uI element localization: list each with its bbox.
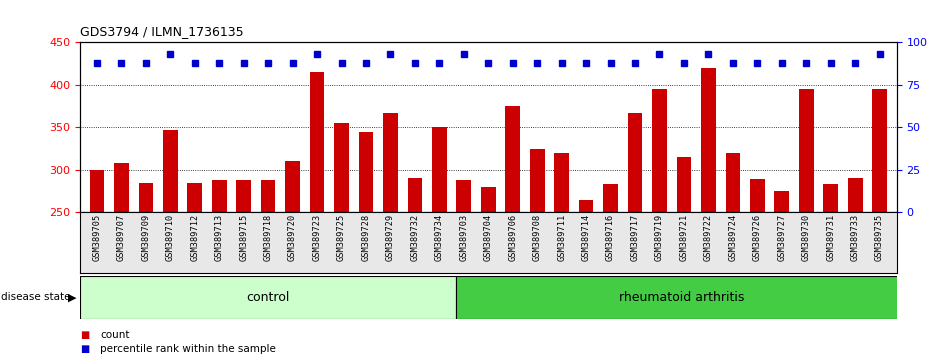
Text: GSM389735: GSM389735 bbox=[875, 214, 885, 262]
Text: GSM389713: GSM389713 bbox=[215, 214, 223, 262]
Text: GSM389728: GSM389728 bbox=[362, 214, 371, 262]
Text: GSM389709: GSM389709 bbox=[142, 214, 150, 262]
Bar bbox=[114, 163, 129, 354]
Bar bbox=[481, 187, 496, 354]
Text: percentile rank within the sample: percentile rank within the sample bbox=[100, 344, 276, 354]
Text: GSM389733: GSM389733 bbox=[851, 214, 860, 262]
Bar bbox=[554, 153, 569, 354]
Bar bbox=[750, 179, 764, 354]
Bar bbox=[848, 178, 863, 354]
Text: GSM389704: GSM389704 bbox=[484, 214, 493, 262]
Text: ■: ■ bbox=[80, 344, 89, 354]
Bar bbox=[775, 191, 789, 354]
Text: ▶: ▶ bbox=[68, 292, 76, 302]
Text: GSM389732: GSM389732 bbox=[410, 214, 420, 262]
Text: GSM389719: GSM389719 bbox=[655, 214, 664, 262]
Bar bbox=[627, 113, 642, 354]
Text: GSM389720: GSM389720 bbox=[288, 214, 297, 262]
Text: GSM389727: GSM389727 bbox=[777, 214, 786, 262]
Text: GSM389731: GSM389731 bbox=[826, 214, 835, 262]
Text: ■: ■ bbox=[80, 330, 89, 339]
Bar bbox=[285, 161, 300, 354]
Bar bbox=[139, 183, 153, 354]
Bar bbox=[603, 184, 618, 354]
Bar bbox=[653, 89, 667, 354]
Text: GSM389725: GSM389725 bbox=[337, 214, 346, 262]
Bar bbox=[383, 113, 398, 354]
Bar bbox=[261, 180, 275, 354]
Bar bbox=[530, 149, 545, 354]
Text: GSM389730: GSM389730 bbox=[802, 214, 810, 262]
Text: rheumatoid arthritis: rheumatoid arthritis bbox=[619, 291, 745, 304]
Bar bbox=[456, 180, 471, 354]
Text: count: count bbox=[100, 330, 130, 339]
Text: GSM389706: GSM389706 bbox=[508, 214, 517, 262]
Text: GSM389718: GSM389718 bbox=[264, 214, 272, 262]
Bar bbox=[799, 89, 813, 354]
Text: GSM389734: GSM389734 bbox=[435, 214, 444, 262]
Text: GSM389707: GSM389707 bbox=[116, 214, 126, 262]
Bar bbox=[578, 200, 593, 354]
Bar bbox=[359, 132, 374, 354]
Bar bbox=[701, 68, 716, 354]
Text: GSM389716: GSM389716 bbox=[606, 214, 615, 262]
Text: GSM389726: GSM389726 bbox=[753, 214, 762, 262]
Text: GSM389711: GSM389711 bbox=[557, 214, 566, 262]
Bar bbox=[824, 183, 838, 354]
Bar bbox=[505, 106, 520, 354]
Bar bbox=[212, 180, 226, 354]
Text: GSM389714: GSM389714 bbox=[581, 214, 591, 262]
Bar bbox=[237, 180, 251, 354]
Text: GSM389712: GSM389712 bbox=[191, 214, 199, 262]
Text: GSM389722: GSM389722 bbox=[704, 214, 713, 262]
Bar bbox=[89, 170, 104, 354]
Text: control: control bbox=[246, 291, 290, 304]
Text: GSM389723: GSM389723 bbox=[313, 214, 321, 262]
Text: GSM389729: GSM389729 bbox=[386, 214, 395, 262]
Text: GDS3794 / ILMN_1736135: GDS3794 / ILMN_1736135 bbox=[80, 25, 243, 38]
Text: GSM389710: GSM389710 bbox=[166, 214, 175, 262]
Text: GSM389708: GSM389708 bbox=[532, 214, 542, 262]
Bar bbox=[163, 130, 177, 354]
Text: GSM389703: GSM389703 bbox=[459, 214, 469, 262]
Text: disease state: disease state bbox=[1, 292, 70, 302]
Bar bbox=[334, 123, 349, 354]
Text: GSM389724: GSM389724 bbox=[729, 214, 737, 262]
Bar bbox=[80, 276, 456, 319]
Bar bbox=[677, 157, 691, 354]
Bar bbox=[726, 153, 740, 354]
Text: GSM389721: GSM389721 bbox=[680, 214, 688, 262]
Bar bbox=[310, 72, 324, 354]
Text: GSM389705: GSM389705 bbox=[92, 214, 101, 262]
Bar bbox=[432, 127, 447, 354]
Text: GSM389715: GSM389715 bbox=[239, 214, 248, 262]
Bar bbox=[188, 183, 202, 354]
Bar bbox=[456, 276, 914, 319]
Bar bbox=[872, 89, 887, 354]
Bar bbox=[408, 178, 423, 354]
Text: GSM389717: GSM389717 bbox=[630, 214, 639, 262]
